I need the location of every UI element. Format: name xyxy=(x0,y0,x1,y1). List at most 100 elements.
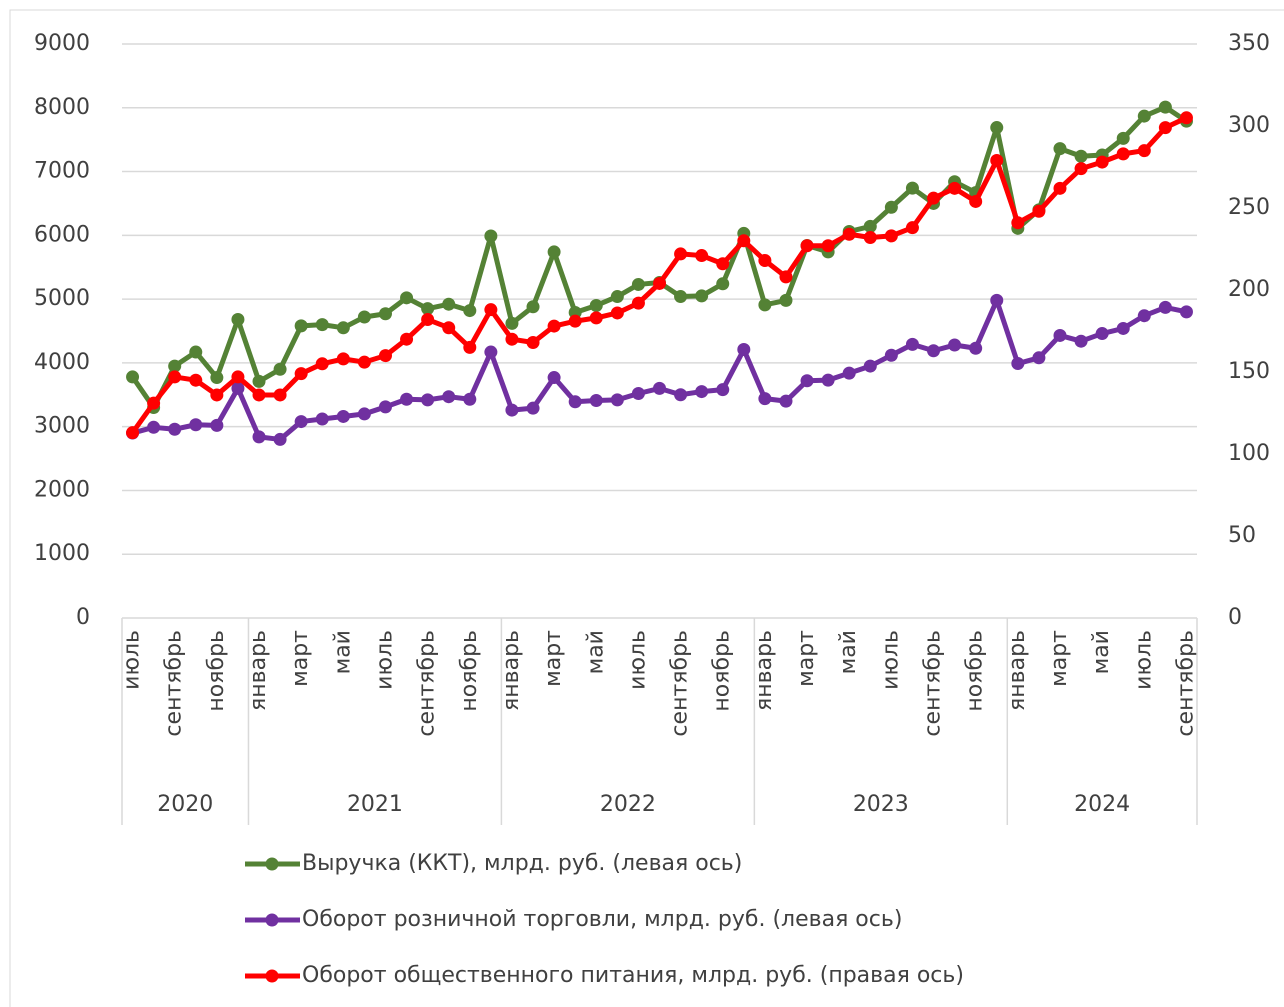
data-point xyxy=(252,430,266,444)
data-point xyxy=(779,293,793,307)
data-point xyxy=(568,314,582,328)
data-point xyxy=(421,393,435,407)
data-point xyxy=(990,153,1004,167)
y-tick-label: 1000 xyxy=(34,541,90,566)
data-point xyxy=(653,276,666,290)
y2-tick-label: 200 xyxy=(1228,277,1270,302)
data-point xyxy=(674,388,688,402)
x-tick-label: май xyxy=(330,630,355,674)
data-point xyxy=(758,298,772,312)
data-point xyxy=(589,394,603,408)
data-point xyxy=(547,319,561,333)
x-tick-label: сентябрь xyxy=(415,630,440,737)
data-point xyxy=(168,359,182,373)
x-group-label: 2023 xyxy=(853,792,909,817)
data-point xyxy=(252,388,266,402)
data-point xyxy=(189,418,203,432)
y-tick-label: 0 xyxy=(76,605,90,630)
data-point xyxy=(1137,109,1151,123)
data-point xyxy=(1032,351,1046,365)
data-point xyxy=(1074,162,1088,176)
y2-tick-label: 250 xyxy=(1228,195,1270,220)
data-point xyxy=(210,371,224,385)
data-point xyxy=(695,385,709,399)
data-point xyxy=(526,300,540,314)
x-tick-label: июль xyxy=(878,630,903,690)
data-point xyxy=(821,239,835,253)
data-point xyxy=(990,121,1004,135)
data-point xyxy=(589,311,603,325)
data-point xyxy=(1011,357,1025,371)
data-point xyxy=(653,381,666,395)
legend-marker xyxy=(265,857,279,871)
data-point xyxy=(884,348,898,362)
data-point xyxy=(442,297,456,311)
data-point xyxy=(421,313,435,327)
data-point xyxy=(147,420,161,434)
data-point xyxy=(779,270,793,284)
data-point xyxy=(126,426,140,440)
data-point xyxy=(1116,131,1130,145)
data-point xyxy=(189,373,203,387)
data-point xyxy=(990,293,1004,307)
data-point xyxy=(315,318,329,332)
data-point xyxy=(168,370,182,384)
legend-marker xyxy=(265,913,279,927)
data-point xyxy=(884,200,898,214)
data-point xyxy=(610,306,624,320)
x-tick-label: июль xyxy=(372,630,397,690)
data-point xyxy=(1179,305,1193,319)
x-tick-label: март xyxy=(288,630,313,687)
x-tick-label: ноябрь xyxy=(457,630,482,712)
data-point xyxy=(884,229,898,243)
data-point xyxy=(400,291,414,305)
data-point xyxy=(547,371,561,385)
data-point xyxy=(1158,100,1172,114)
x-tick-label: январь xyxy=(1005,630,1030,711)
data-point xyxy=(442,321,456,335)
y2-tick-label: 0 xyxy=(1228,605,1242,630)
x-tick-label: май xyxy=(583,630,608,674)
series-line xyxy=(131,297,1187,442)
data-point xyxy=(1053,328,1067,342)
data-point xyxy=(505,316,519,330)
x-tick-label: май xyxy=(836,630,861,674)
data-point xyxy=(378,349,392,363)
data-point xyxy=(737,234,751,248)
data-point xyxy=(1116,147,1130,161)
data-point xyxy=(1179,111,1193,125)
y-tick-label: 8000 xyxy=(34,95,90,120)
data-point xyxy=(674,247,688,261)
data-point xyxy=(589,298,603,312)
x-tick-label: июль xyxy=(1131,630,1156,690)
data-point xyxy=(547,245,561,259)
y-tick-label: 5000 xyxy=(34,286,90,311)
data-point xyxy=(969,194,983,208)
data-point xyxy=(758,392,772,406)
y-tick-label: 2000 xyxy=(34,477,90,502)
data-point xyxy=(357,407,371,421)
x-group-label: 2024 xyxy=(1074,792,1130,817)
data-point xyxy=(463,392,477,406)
y-tick-label: 7000 xyxy=(34,159,90,184)
data-point xyxy=(273,432,287,446)
x-tick-label: ноябрь xyxy=(204,630,229,712)
data-point xyxy=(905,181,919,195)
data-point xyxy=(315,412,329,426)
data-point xyxy=(737,342,751,356)
data-point xyxy=(1095,155,1109,169)
data-point xyxy=(716,383,730,397)
data-point xyxy=(568,395,582,409)
data-point xyxy=(779,394,793,408)
data-point xyxy=(231,370,245,384)
legend-marker xyxy=(265,969,279,983)
data-point xyxy=(252,374,266,388)
data-point xyxy=(863,359,877,373)
y2-tick-label: 50 xyxy=(1228,523,1256,548)
data-point xyxy=(463,304,477,318)
data-point xyxy=(842,227,856,241)
data-point xyxy=(357,355,371,369)
data-point xyxy=(505,403,519,417)
x-tick-label: сентябрь xyxy=(921,630,946,737)
data-point xyxy=(294,415,308,429)
